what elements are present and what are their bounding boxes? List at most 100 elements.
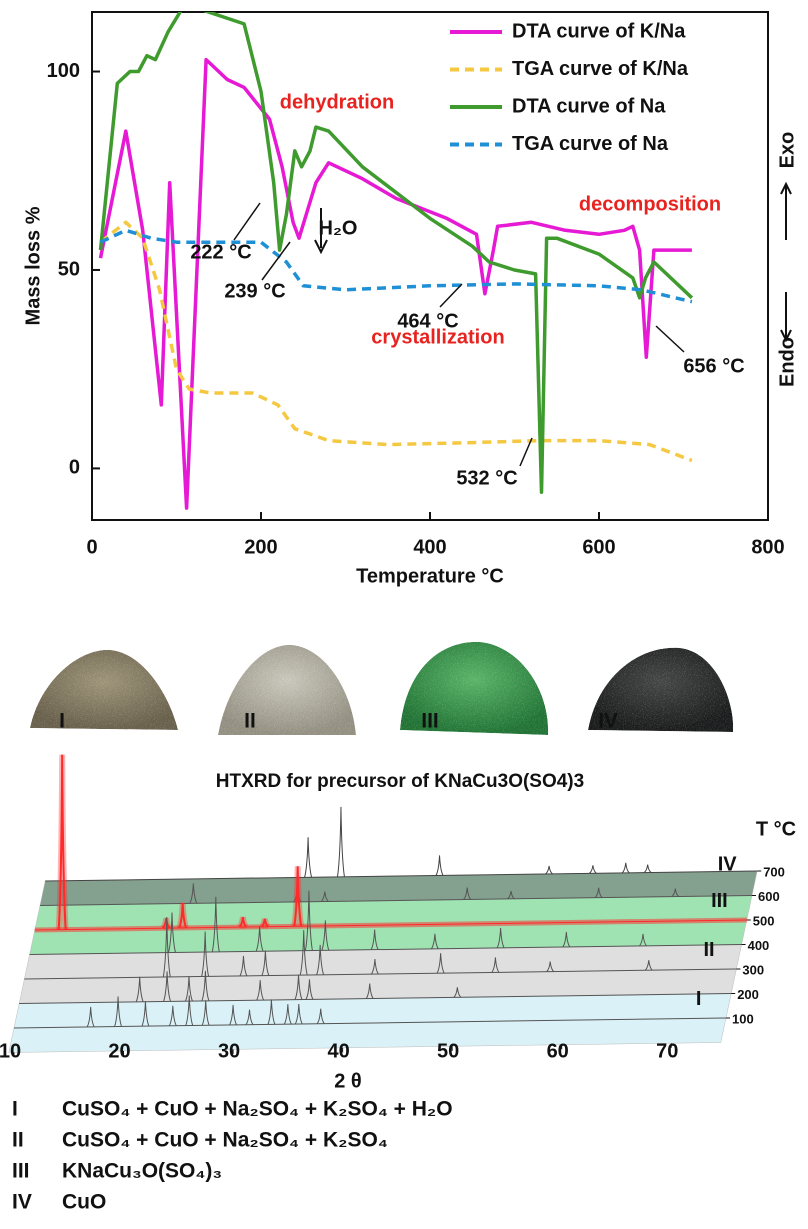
leader-line bbox=[233, 202, 261, 241]
diffraction-peak bbox=[643, 864, 652, 873]
annotation: 656 °C bbox=[683, 355, 744, 377]
x-axis-label: 2 θ bbox=[334, 1070, 362, 1092]
diffraction-peak bbox=[229, 1004, 238, 1026]
diffraction-peak bbox=[239, 955, 248, 977]
annotation: decomposition bbox=[579, 193, 721, 215]
diffraction-peak bbox=[320, 891, 329, 902]
phase-label: I bbox=[12, 1098, 18, 1121]
x-tick-label: 600 bbox=[582, 536, 615, 558]
z-tick-label: 100 bbox=[732, 1011, 754, 1026]
diffraction-peak bbox=[436, 953, 445, 974]
diffraction-peak bbox=[168, 912, 176, 953]
diffraction-peak bbox=[211, 896, 220, 952]
x-tick-label: 0 bbox=[86, 536, 97, 558]
diffraction-peak bbox=[304, 890, 313, 951]
leader-line bbox=[439, 283, 463, 308]
powder-photos bbox=[30, 641, 734, 735]
powder-2 bbox=[218, 644, 356, 735]
peak-glow bbox=[55, 754, 69, 930]
endo-arrowhead bbox=[780, 329, 792, 343]
data-line bbox=[98, 12, 694, 494]
row-baseline bbox=[45, 870, 758, 882]
phase-text: CuO bbox=[62, 1191, 106, 1214]
side-label: Endo bbox=[776, 337, 798, 387]
diffraction-peak bbox=[365, 983, 374, 999]
peak-glow bbox=[291, 866, 305, 927]
x-tick-label: 200 bbox=[244, 536, 277, 558]
diffraction-peak bbox=[371, 959, 379, 975]
legend-label: TGA curve of Na bbox=[512, 133, 669, 155]
peak-glow bbox=[176, 902, 189, 930]
diffraction-peak bbox=[589, 865, 597, 874]
z-tick-label: 500 bbox=[753, 913, 775, 928]
x-tick-label: 60 bbox=[547, 1040, 569, 1062]
region-label: III bbox=[711, 890, 728, 912]
diffraction-peak bbox=[545, 865, 553, 875]
diffraction-peak bbox=[491, 957, 500, 973]
phase-label: III bbox=[12, 1160, 30, 1183]
annotation: dehydration bbox=[280, 91, 394, 113]
diffraction-peak bbox=[639, 933, 647, 947]
data-line bbox=[99, 220, 693, 463]
region-label: IV bbox=[718, 853, 738, 875]
diffraction-peak bbox=[594, 887, 603, 899]
diffraction-peak bbox=[304, 837, 313, 878]
diffraction-peak bbox=[255, 926, 264, 952]
diffraction-peak bbox=[201, 1000, 210, 1026]
diffraction-peak bbox=[496, 927, 505, 949]
diffraction-peak bbox=[453, 987, 462, 998]
leader-line bbox=[655, 325, 685, 353]
row-baseline bbox=[19, 993, 732, 1004]
diffraction-peak bbox=[294, 974, 303, 1000]
phase-text: CuSO₄ + CuO + Na₂SO₄ + K₂SO₄ + H₂O bbox=[62, 1098, 453, 1121]
data-line bbox=[99, 228, 693, 304]
x-tick-label: 800 bbox=[751, 536, 784, 558]
plot-lines bbox=[98, 12, 694, 510]
diffraction-peak bbox=[141, 1001, 150, 1027]
row-highlight bbox=[34, 917, 747, 933]
diffraction-peak bbox=[135, 976, 144, 1003]
diffraction-peak bbox=[86, 1006, 95, 1028]
annotation: 464 °C bbox=[397, 310, 458, 332]
diffraction-peak bbox=[283, 1004, 292, 1025]
powder-4 bbox=[588, 647, 734, 732]
diffraction-peak bbox=[163, 971, 172, 1002]
y-tick-label: 0 bbox=[69, 457, 80, 479]
region-label: I bbox=[696, 988, 702, 1010]
x-tick-label: 10 bbox=[0, 1040, 21, 1062]
row-baseline bbox=[29, 944, 742, 955]
diffraction-peak bbox=[245, 1009, 254, 1025]
photo-label: II bbox=[244, 710, 256, 733]
diffraction-peak bbox=[299, 930, 308, 976]
diffraction-peak bbox=[189, 883, 198, 904]
region-label: II bbox=[703, 939, 714, 961]
z-tick-label: 200 bbox=[737, 987, 759, 1002]
exo-arrowhead bbox=[780, 181, 792, 195]
diffraction-peak bbox=[316, 1008, 325, 1024]
side-label: Exo bbox=[776, 132, 798, 169]
annotation: crystallization bbox=[371, 326, 504, 348]
row-baseline bbox=[24, 968, 737, 980]
diffraction-peak bbox=[201, 931, 210, 977]
row-baseline bbox=[13, 1017, 727, 1029]
z-tick-label: 700 bbox=[763, 864, 785, 879]
phase-label: IV bbox=[12, 1191, 32, 1214]
diffraction-peak bbox=[178, 902, 188, 929]
x-tick-label: 40 bbox=[327, 1040, 349, 1062]
chart-title: HTXRD for precursor of KNaCu3O(SO4)3 bbox=[216, 771, 584, 792]
diffraction-peak bbox=[185, 995, 194, 1026]
diffraction-peak bbox=[293, 866, 303, 927]
x-tick-label: 50 bbox=[437, 1040, 459, 1062]
phase-label: II bbox=[12, 1129, 24, 1152]
y-axis-label: Mass loss % bbox=[22, 206, 44, 325]
diffraction-peak bbox=[162, 916, 171, 978]
diffraction-peak bbox=[201, 970, 210, 1002]
y-tick-label: 50 bbox=[58, 258, 80, 280]
diffraction-peak bbox=[435, 855, 444, 876]
annotation: 239 °C bbox=[224, 280, 285, 302]
diffraction-peak bbox=[168, 1005, 177, 1027]
x-axis-label: Temperature °C bbox=[356, 565, 504, 587]
diffraction-peak bbox=[562, 931, 571, 948]
photo-label: III bbox=[421, 710, 439, 733]
